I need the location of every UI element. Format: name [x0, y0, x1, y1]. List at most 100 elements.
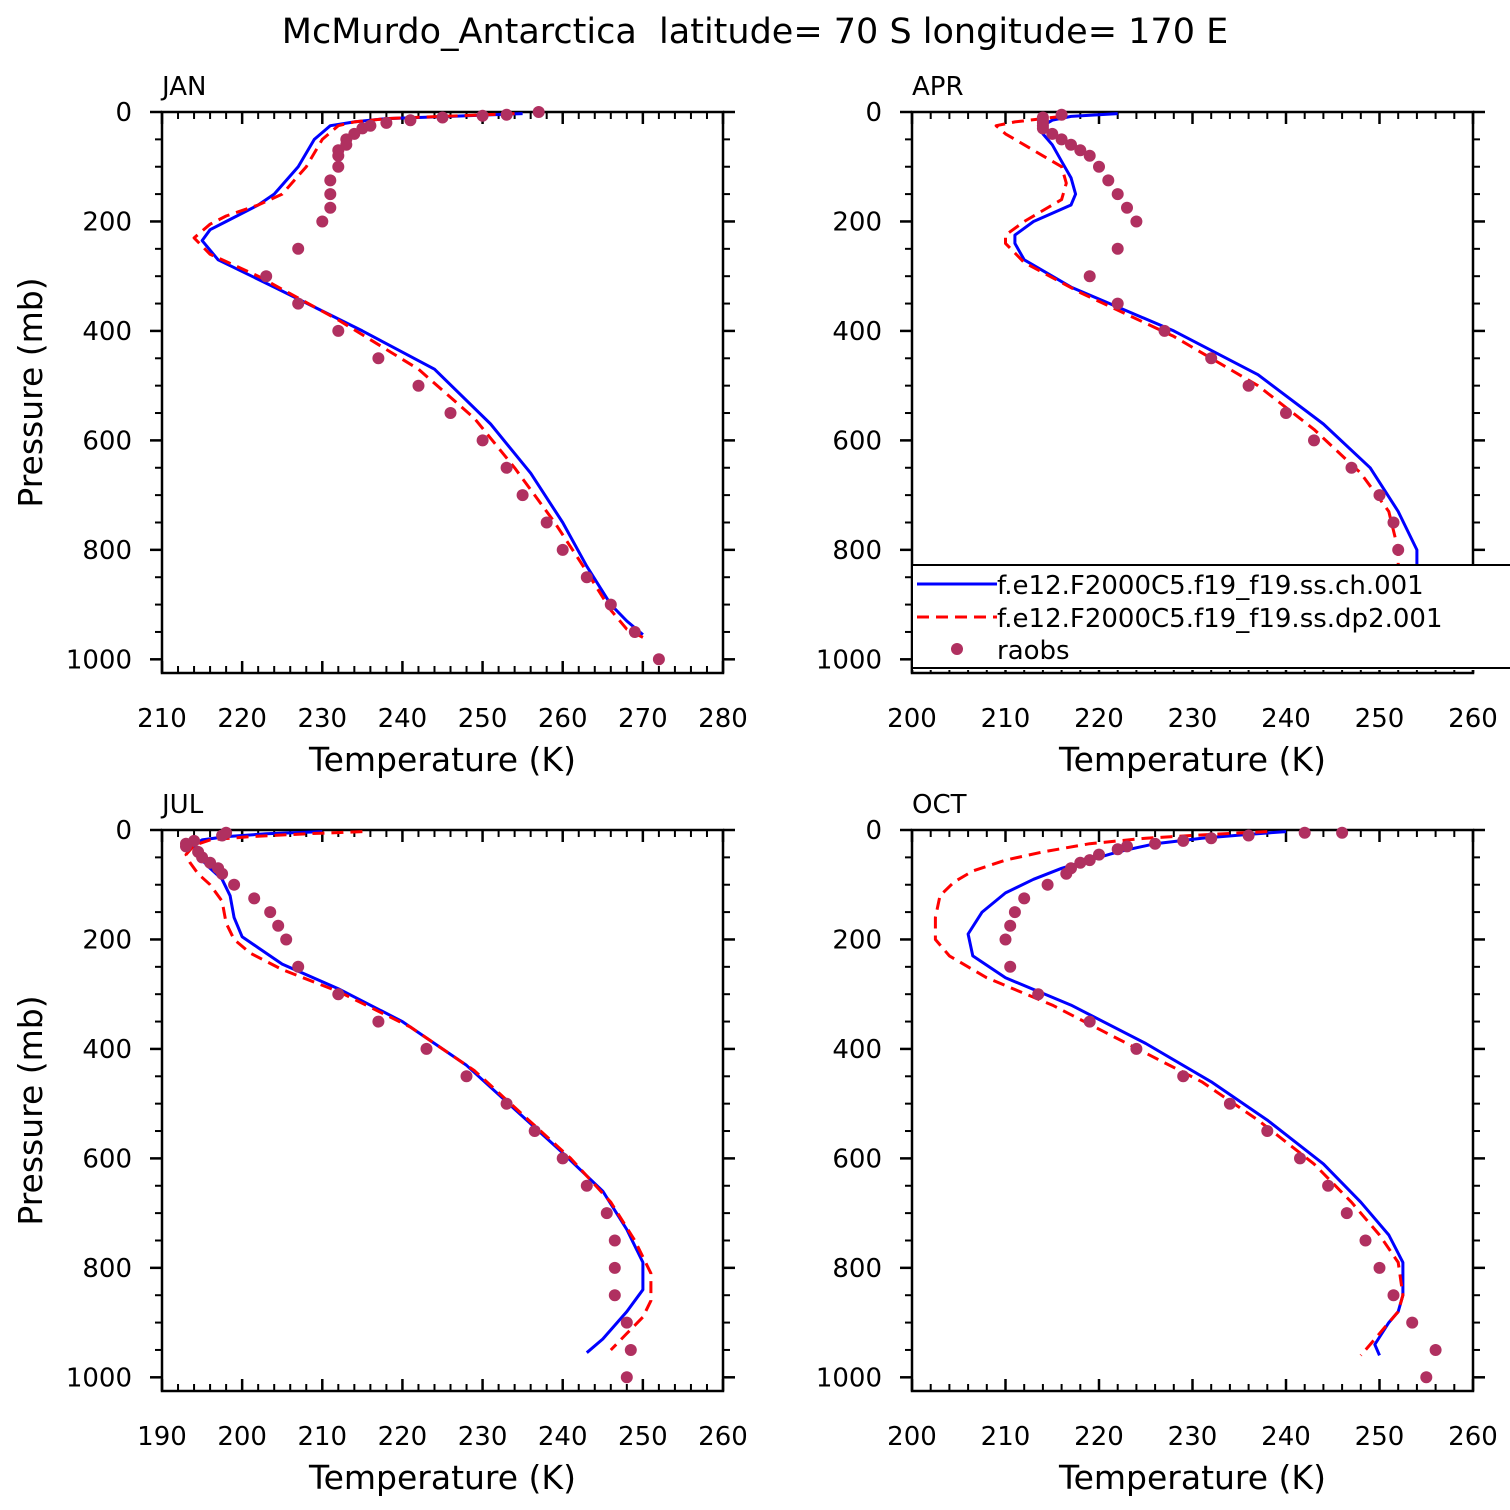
- x-tick-label: 240: [1261, 1422, 1311, 1452]
- raobs-point: [1032, 988, 1045, 1001]
- series-line-dp2: [184, 830, 653, 1352]
- panel-label: OCT: [912, 790, 967, 820]
- raobs-point: [604, 598, 617, 611]
- x-tick-label: 250: [1355, 1422, 1405, 1452]
- raobs-point: [580, 571, 593, 584]
- x-tick-label: 220: [1074, 1422, 1124, 1452]
- legend: f.e12.F2000C5.f19_f19.ss.ch.001f.e12.F20…: [913, 564, 1510, 670]
- raobs-point: [272, 919, 285, 932]
- raobs-point: [1093, 160, 1105, 173]
- raobs-point: [216, 829, 229, 842]
- raobs-point: [500, 1097, 513, 1110]
- raobs-point: [608, 1289, 621, 1302]
- raobs-point: [1345, 461, 1358, 474]
- panel-label: APR: [912, 72, 964, 102]
- raobs-point: [1065, 138, 1077, 151]
- plot-frame: [160, 828, 725, 1393]
- raobs-point: [620, 1316, 633, 1329]
- y-tick-label: 400: [82, 317, 132, 347]
- y-tick-label: 200: [832, 925, 882, 955]
- x-tick-label: 260: [538, 704, 588, 734]
- raobs-point: [500, 461, 513, 474]
- raobs-point: [1177, 1070, 1190, 1083]
- x-tick-label: 250: [618, 1422, 668, 1452]
- raobs-point: [332, 160, 345, 173]
- plot-frame: [160, 110, 725, 675]
- series-line-ch: [192, 830, 645, 1354]
- y-tick-label: 0: [865, 816, 882, 846]
- raobs-point: [1083, 1015, 1096, 1028]
- plot-area: [184, 830, 653, 1354]
- series-line-dp2: [192, 112, 644, 639]
- raobs-point: [260, 270, 273, 283]
- y-tick-label: 800: [832, 536, 882, 566]
- x-tick-label: 260: [1448, 704, 1498, 734]
- y-axis-label: Pressure (mb): [11, 277, 50, 507]
- raobs-point: [1130, 1042, 1143, 1055]
- x-tick-label: 280: [698, 704, 748, 734]
- panel-apr: APR 200 210 220 230 240 250 260 0 200 400 600 800 100…: [816, 72, 1498, 779]
- x-tick-label: 230: [297, 704, 347, 734]
- raobs-point: [476, 109, 489, 122]
- raobs-point: [1055, 133, 1068, 146]
- x-tick-label: 210: [137, 704, 187, 734]
- y-tick-label: 400: [82, 1035, 132, 1065]
- x-tick-label: 220: [217, 704, 267, 734]
- raobs-point: [1083, 854, 1096, 867]
- x-tick-label: 260: [1448, 1422, 1498, 1452]
- raobs-point: [1083, 149, 1096, 162]
- raobs-point: [1336, 826, 1349, 839]
- y-tick-label: 600: [82, 1144, 132, 1174]
- raobs-point: [1205, 832, 1218, 845]
- raobs-point: [608, 1234, 621, 1247]
- y-tick-label: 800: [82, 536, 132, 566]
- raobs-point: [1102, 174, 1115, 187]
- raobs-point: [1242, 829, 1255, 842]
- raobs-point: [1074, 856, 1087, 869]
- raobs-point: [1018, 892, 1031, 905]
- x-tick-label: 230: [458, 1422, 508, 1452]
- plot-area: [933, 830, 1405, 1357]
- panel-label: JUL: [160, 790, 204, 820]
- x-tick-label: 200: [217, 1422, 267, 1452]
- x-tick-label: 220: [378, 1422, 428, 1452]
- raobs-point: [1083, 270, 1096, 283]
- series-line-dp2: [933, 830, 1405, 1357]
- y-tick-label: 0: [115, 98, 132, 128]
- legend-background: [913, 565, 1510, 670]
- raobs-point: [1060, 867, 1073, 880]
- raobs-point: [380, 116, 393, 129]
- series-line-ch: [966, 830, 1405, 1356]
- raobs-point: [540, 516, 553, 529]
- raobs-point: [1242, 379, 1255, 392]
- raobs-point: [1373, 489, 1386, 502]
- y-tick-label: 200: [82, 925, 132, 955]
- raobs-point: [1008, 906, 1021, 919]
- raobs-point: [1111, 242, 1124, 255]
- raobs-point: [1387, 1289, 1400, 1302]
- raobs-point: [624, 1344, 637, 1356]
- raobs-point: [1121, 201, 1133, 214]
- raobs-point: [332, 149, 345, 162]
- raobs-point: [1298, 826, 1311, 839]
- raobs-point: [1387, 516, 1400, 529]
- y-tick-label: 600: [832, 1144, 882, 1174]
- raobs-point: [652, 653, 665, 666]
- y-tick-label: 0: [865, 98, 882, 128]
- raobs-point: [608, 1261, 621, 1274]
- raobs-point: [324, 188, 337, 201]
- x-tick-label: 250: [458, 704, 508, 734]
- legend-label: f.e12.F2000C5.f19_f19.ss.dp2.001: [997, 604, 1443, 634]
- y-tick-label: 1000: [66, 1363, 132, 1393]
- raobs-point: [1322, 1179, 1335, 1192]
- panel-jul: JUL 190 200 210 220 230 240 250 260 0 200 400 600 800…: [11, 790, 748, 1497]
- raobs-point: [1392, 543, 1405, 556]
- raobs-point: [1046, 127, 1059, 140]
- raobs-point: [620, 1371, 633, 1384]
- raobs-point: [404, 114, 417, 127]
- raobs-point: [1308, 434, 1320, 447]
- raobs-point: [228, 878, 241, 891]
- raobs-point: [580, 1179, 593, 1192]
- y-tick-label: 200: [82, 207, 132, 237]
